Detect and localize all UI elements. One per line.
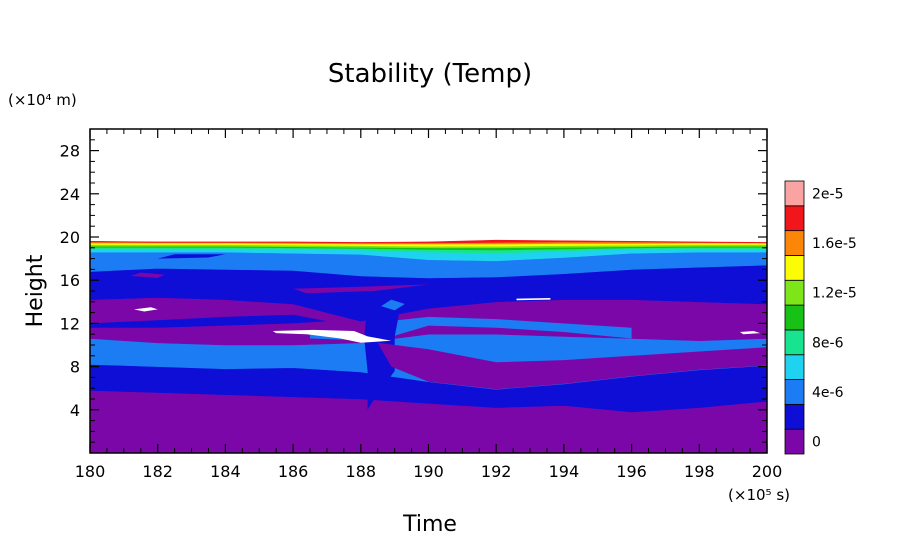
contour-patch-8	[134, 307, 158, 312]
x-axis: 180 182 184 186 188 190 192 194 196 198 200	[75, 129, 783, 481]
colorbar-swatch	[784, 403, 805, 430]
x-axis-label: Time	[402, 512, 457, 537]
contour-patch-7	[381, 299, 405, 311]
colorbar-swatch	[784, 255, 805, 281]
x-tick-label: 188	[346, 462, 377, 481]
x-unit-label: (×10⁵ s)	[728, 486, 790, 504]
colorbar-label: 8e-6	[812, 335, 844, 351]
contour-patch-1	[90, 314, 327, 328]
x-tick-label: 194	[549, 462, 580, 481]
y-tick-label: 16	[60, 271, 80, 290]
contour-patch-11	[739, 331, 761, 335]
colorbar-swatch	[784, 428, 805, 455]
x-tick-label: 184	[210, 462, 241, 481]
y-tick-label: 8	[70, 358, 80, 377]
colorbar-swatch	[784, 205, 805, 232]
colorbar-label: 0	[812, 435, 821, 451]
colorbar-label: 1.2e-5	[812, 286, 857, 302]
contour-patch-10	[516, 298, 551, 301]
colorbar-swatch	[784, 304, 805, 331]
x-tick-label: 190	[413, 462, 444, 481]
contour-band-12	[90, 239, 767, 244]
x-tick-label: 180	[75, 462, 106, 481]
x-tick-label: 186	[278, 462, 309, 481]
contour-patch-5	[157, 254, 226, 259]
y-unit-label: (×10⁴ m)	[8, 91, 77, 109]
colorbar-label: 4e-6	[812, 385, 844, 401]
y-tick-label: 12	[60, 314, 80, 333]
colorbar-swatch	[784, 180, 805, 207]
colorbar: 2e-5 1.6e-5 1.2e-5 8e-6 4e-6 0	[784, 180, 857, 455]
y-tick-label: 20	[60, 228, 80, 247]
colorbar-swatch	[784, 329, 805, 356]
chart-title: Stability (Temp)	[328, 59, 532, 89]
x-tick-label: 196	[616, 462, 647, 481]
x-tick-label: 200	[752, 462, 783, 481]
y-tick-label: 28	[60, 142, 80, 161]
colorbar-label: 1.6e-5	[812, 236, 857, 252]
contour-patch-6	[293, 284, 429, 294]
y-tick-label: 24	[60, 185, 80, 204]
y-tick-label: 4	[70, 401, 80, 420]
x-tick-label: 198	[684, 462, 715, 481]
colorbar-swatch	[784, 354, 805, 380]
y-axis: 4 8 12 16 20 24 28	[60, 139, 767, 443]
contour-patch-4	[130, 272, 165, 278]
x-tick-label: 182	[142, 462, 173, 481]
colorbar-label: 2e-5	[812, 186, 843, 202]
colorbar-swatch	[784, 279, 805, 306]
x-tick-label: 192	[481, 462, 512, 481]
contour-patch-3	[377, 342, 767, 390]
colorbar-swatch	[784, 379, 805, 405]
contour-patch-9	[272, 329, 392, 343]
contour-fills	[90, 239, 767, 453]
colorbar-swatch	[784, 230, 805, 256]
y-axis-label: Height	[23, 254, 48, 327]
